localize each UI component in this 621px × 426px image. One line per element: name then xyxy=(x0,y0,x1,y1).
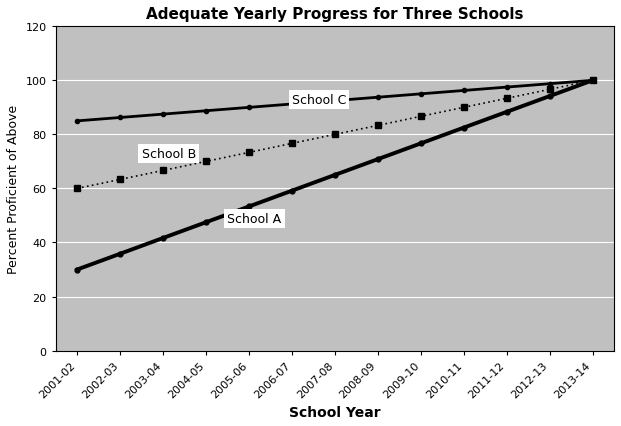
Text: School B: School B xyxy=(142,147,196,161)
Text: School A: School A xyxy=(227,212,281,225)
Text: School C: School C xyxy=(292,94,347,106)
Title: Adequate Yearly Progress for Three Schools: Adequate Yearly Progress for Three Schoo… xyxy=(146,7,524,22)
Y-axis label: Percent Proficient of Above: Percent Proficient of Above xyxy=(7,105,20,273)
X-axis label: School Year: School Year xyxy=(289,405,381,419)
